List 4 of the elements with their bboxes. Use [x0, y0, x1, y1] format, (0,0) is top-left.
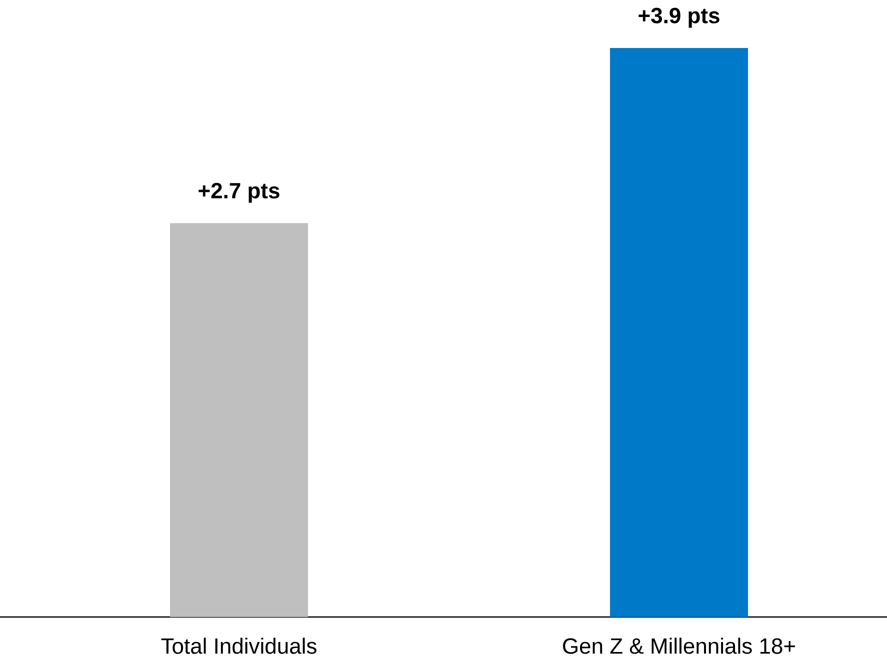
data-label: +2.7 pts [198, 182, 280, 203]
data-label: +3.9 pts [638, 8, 720, 28]
x-tick-label: Gen Z & Millennials 18+ [563, 638, 795, 654]
x-tick-label: Total Individuals [161, 638, 316, 654]
